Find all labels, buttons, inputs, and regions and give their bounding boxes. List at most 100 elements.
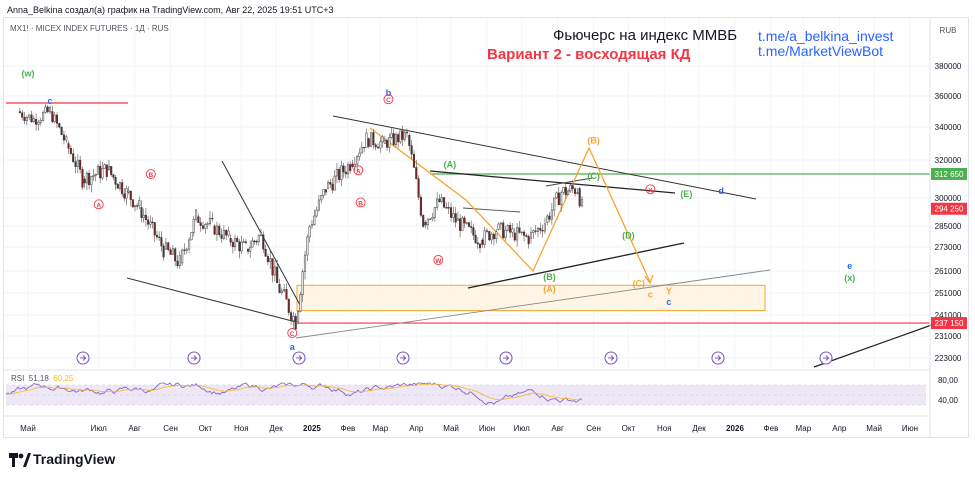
candle xyxy=(322,189,325,196)
telegram-link-bot[interactable]: t.me/MarketViewBot xyxy=(758,43,884,59)
chart-caption: Anna_Belkina создал(а) график на Trading… xyxy=(7,5,334,15)
tradingview-logo-icon xyxy=(9,453,31,467)
rsi-title: RSI xyxy=(11,374,25,383)
candle xyxy=(569,185,572,192)
price-label-box xyxy=(931,167,967,180)
time-tick-label: Июн xyxy=(479,424,495,433)
candle xyxy=(532,230,535,233)
candle xyxy=(231,241,234,248)
candle xyxy=(536,227,540,232)
time-tick-label: Фев xyxy=(764,424,779,433)
chart-subtitle: Вариант 2 - восходящая КД xyxy=(487,46,691,63)
trendline-small2 xyxy=(545,177,593,187)
candle xyxy=(360,146,363,154)
candle xyxy=(523,231,526,236)
candle xyxy=(386,140,389,148)
wave-label-circle xyxy=(145,169,156,180)
candle xyxy=(388,137,391,148)
wave-label-circle xyxy=(383,94,394,105)
candle xyxy=(320,195,323,201)
candle xyxy=(107,166,111,170)
candle xyxy=(176,260,179,267)
event-marker-arrow xyxy=(80,355,87,361)
candle xyxy=(81,169,84,188)
candle xyxy=(121,182,124,195)
candle xyxy=(303,254,307,272)
candle xyxy=(222,229,225,239)
candle xyxy=(438,198,441,202)
telegram-link-invest[interactable]: t.me/a_belkina_invest xyxy=(758,28,894,44)
candle xyxy=(459,218,462,231)
candle xyxy=(178,255,181,267)
candle xyxy=(88,172,91,186)
candle xyxy=(23,117,26,121)
candle xyxy=(461,217,464,231)
candle xyxy=(419,196,422,216)
candle xyxy=(129,190,132,200)
rsi-tick-label: 40,00 xyxy=(938,396,959,405)
candle xyxy=(149,221,152,225)
candle xyxy=(429,218,432,220)
candle xyxy=(211,217,214,220)
candle xyxy=(394,134,397,145)
candle xyxy=(543,223,546,232)
wave-label: B xyxy=(358,200,363,207)
candle xyxy=(125,187,128,199)
tradingview-brand: TradingView xyxy=(33,451,116,467)
time-tick-label: Июл xyxy=(514,424,531,433)
candle xyxy=(452,213,455,218)
target-zone xyxy=(296,284,766,312)
candle xyxy=(114,177,117,185)
candle xyxy=(99,165,102,179)
candle xyxy=(259,231,263,236)
candle xyxy=(415,167,418,179)
wave-label: A xyxy=(356,168,361,175)
candle xyxy=(142,214,145,218)
candle xyxy=(574,188,577,194)
candle xyxy=(506,225,509,231)
candle xyxy=(264,248,267,257)
candle xyxy=(527,236,530,245)
candle xyxy=(342,165,345,173)
price-tick-label: 231000 xyxy=(935,332,962,341)
candle xyxy=(69,148,72,154)
candle xyxy=(495,231,498,240)
candle xyxy=(344,171,347,175)
candle xyxy=(292,315,295,322)
price-tick-label: 251000 xyxy=(935,289,962,298)
time-tick-label: Июн xyxy=(902,424,918,433)
candle xyxy=(454,213,457,223)
candle xyxy=(329,182,332,185)
price-label-box xyxy=(931,317,967,330)
candle xyxy=(76,159,79,167)
candle xyxy=(313,215,316,226)
trendline-lower-left xyxy=(126,277,297,323)
candle xyxy=(158,236,161,238)
candle xyxy=(167,242,170,251)
candle xyxy=(218,225,221,236)
candle xyxy=(116,183,119,189)
candle xyxy=(560,192,563,206)
candle xyxy=(278,283,281,293)
candle xyxy=(225,229,228,236)
time-tick-label: Фев xyxy=(340,424,355,433)
candle xyxy=(546,215,549,223)
candle xyxy=(285,289,288,300)
rsi-line xyxy=(5,382,583,406)
time-tick-label: Дек xyxy=(269,424,283,433)
candle xyxy=(356,156,359,165)
candle xyxy=(520,231,523,234)
candle xyxy=(287,299,290,313)
candle xyxy=(39,120,42,123)
candle xyxy=(370,132,373,147)
time-tick-label: Мар xyxy=(796,424,812,433)
wave-label: Y xyxy=(666,286,672,296)
candle xyxy=(557,192,560,206)
time-tick-label: Окт xyxy=(622,424,636,433)
candle xyxy=(144,214,147,220)
event-marker-arrow xyxy=(503,355,510,361)
candle xyxy=(381,136,384,143)
candle xyxy=(48,107,52,113)
wave-label-circle xyxy=(353,165,364,176)
